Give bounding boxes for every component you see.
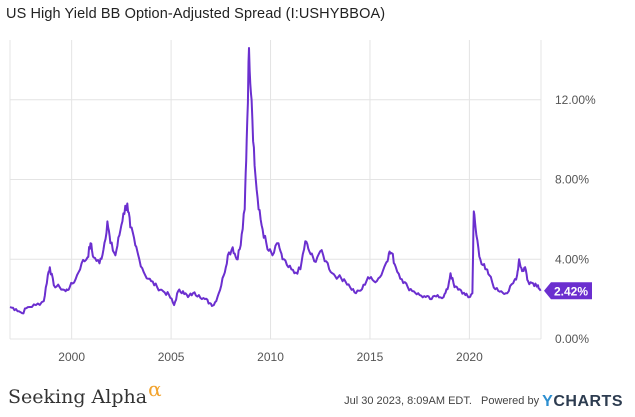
powered-by-text: Powered by [481,395,540,407]
y-tick-label: 4.00% [555,252,589,266]
x-tick-label: 2000 [58,350,85,364]
y-axis-ticks: 0.00% 4.00% 8.00% 12.00% [555,93,596,346]
last-value-badge-shape [544,282,592,300]
ycharts-logo-text: CHARTS [553,393,623,410]
x-tick-label: 2005 [158,350,185,364]
footer: Seeking Alphaα Jul 30 2023, 8:09AM EDT. … [0,377,635,417]
x-axis-ticks: 2000 2005 2010 2015 2020 [58,350,483,364]
line-chart: 2000 2005 2010 2015 2020 0.00% 4.00% 8.00% 12.0… [9,40,596,364]
ycharts-logo-y: Y [542,393,554,410]
seeking-alpha-text: Seeking Alpha [8,386,148,408]
grid-lines [9,40,542,340]
y-tick-label: 12.00% [555,93,596,107]
footer-attribution: Jul 30 2023, 8:09AM EDT. Powered by YCHA… [344,393,623,411]
alpha-symbol: α [148,377,162,401]
chart-title: US High Yield BB Option-Adjusted Spread … [6,6,386,22]
y-tick-label: 0.00% [555,332,589,346]
seeking-alpha-logo[interactable]: Seeking Alphaα [8,377,162,408]
x-tick-label: 2020 [456,350,483,364]
last-value-badge: 2.42% [544,282,592,300]
series-line [9,47,542,315]
x-tick-label: 2015 [357,350,384,364]
last-value-label: 2.42% [554,284,588,298]
y-tick-label: 8.00% [555,173,589,187]
ycharts-logo[interactable]: YCHARTS [542,393,623,410]
timestamp: Jul 30 2023, 8:09AM EDT. [344,395,472,407]
x-tick-label: 2010 [257,350,284,364]
